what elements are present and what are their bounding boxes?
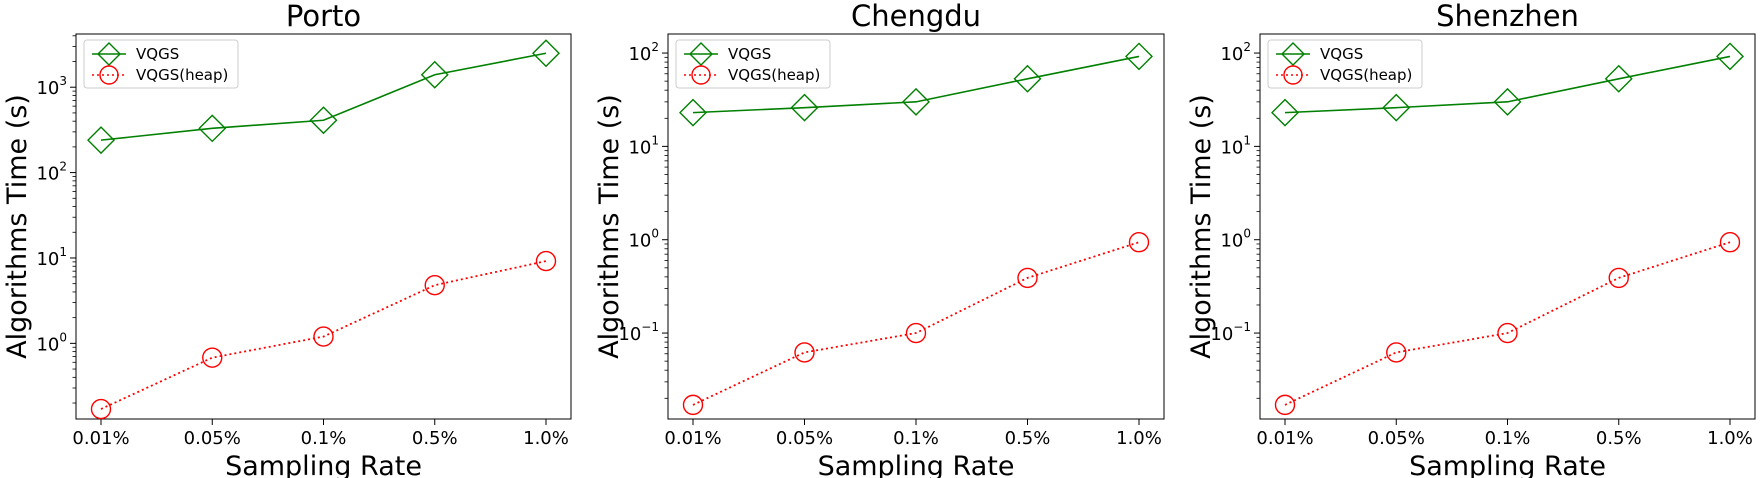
x-tick-label: 1.0% <box>1116 428 1162 449</box>
data-point-vqgs-heap <box>905 322 927 344</box>
y-tick-label: 100 <box>1220 227 1251 252</box>
series-line-vqgs <box>1284 55 1731 114</box>
x-tick-label: 0.5% <box>1005 428 1051 449</box>
chart-panel-3: Shenzhen 10−1 100 101 102 0.01% 0.05% 0.1% 0.5% 1… <box>1186 0 1756 478</box>
data-point-vqgs-heap <box>794 342 815 363</box>
data-point-vqgs-heap <box>1274 394 1296 416</box>
data-point-vqgs-heap <box>1128 232 1150 253</box>
data-point-vqgs-heap <box>1386 342 1407 363</box>
x-tick-label: 0.5% <box>1596 428 1642 449</box>
legend-entry-label: VQGS(heap) <box>136 66 228 84</box>
data-point-vqgs <box>1382 93 1411 122</box>
y-tick-label: 103 <box>36 74 67 99</box>
x-axis-label: Sampling Rate <box>818 451 1015 478</box>
x-tick-label: 0.5% <box>412 428 458 449</box>
legend-marker-circle <box>691 65 711 85</box>
data-point-vqgs <box>532 39 560 68</box>
data-point-vqgs <box>309 106 338 135</box>
data-point-vqgs-heap <box>90 398 112 420</box>
plot-area-frame <box>75 33 572 420</box>
y-axis-label: Algorithms Time (s) <box>1186 94 1217 359</box>
series-line-vqgs-heap <box>692 241 1140 406</box>
legend-marker-diamond <box>1281 42 1305 66</box>
data-point-vqgs-heap <box>313 326 334 347</box>
y-tick-label: 102 <box>628 40 659 65</box>
data-point-vqgs <box>1271 98 1299 127</box>
legend-entry-label: VQGS <box>1320 45 1363 63</box>
legend-marker-circle <box>99 65 119 85</box>
chart-title: Porto <box>286 0 361 33</box>
legend-box <box>1267 39 1423 89</box>
x-tick-label: 0.01% <box>664 428 721 449</box>
data-point-vqgs <box>198 114 227 143</box>
x-tick-label: 1.0% <box>523 428 569 449</box>
x-tick-label: 0.1% <box>1485 428 1531 449</box>
data-point-vqgs <box>420 60 449 89</box>
data-point-vqgs-heap <box>535 250 557 272</box>
x-tick-label: 0.05% <box>184 428 241 449</box>
data-point-vqgs-heap <box>202 347 223 368</box>
data-point-vqgs-heap <box>1497 322 1518 344</box>
chart-panel-1: Porto 100 101 102 103 0.01% 0.05% 0.1% 0.5% 1.0% S… <box>2 0 572 478</box>
data-point-vqgs-heap <box>424 274 445 296</box>
x-axis-label: Sampling Rate <box>1409 451 1606 478</box>
y-tick-label: 102 <box>36 160 67 185</box>
x-tick-label: 0.1% <box>301 428 347 449</box>
legend-marker-diamond <box>689 42 713 66</box>
legend-box <box>675 39 831 89</box>
x-axis-label: Sampling Rate <box>225 451 422 478</box>
series-line-vqgs <box>100 52 547 141</box>
legend-box <box>83 39 239 89</box>
data-point-vqgs <box>87 126 115 155</box>
x-tick-label: 0.1% <box>893 428 939 449</box>
plot-area-frame <box>667 33 1165 420</box>
y-tick-label: 10−1 <box>618 320 659 345</box>
series-line-vqgs <box>692 55 1140 114</box>
data-point-vqgs <box>1125 42 1153 71</box>
y-tick-label: 101 <box>628 133 659 158</box>
series-line-vqgs-heap <box>100 260 547 410</box>
y-tick-label: 101 <box>36 245 67 270</box>
x-tick-label: 0.05% <box>1368 428 1425 449</box>
data-point-vqgs <box>902 87 930 116</box>
y-tick-label: 101 <box>1220 133 1251 158</box>
legend-entry-label: VQGS(heap) <box>728 66 820 84</box>
data-point-vqgs <box>790 93 819 122</box>
legend-marker-circle <box>1283 65 1303 85</box>
data-point-vqgs <box>1604 64 1633 93</box>
plot-area-frame <box>1259 33 1756 420</box>
y-axis-label: Algorithms Time (s) <box>594 94 625 359</box>
data-point-vqgs-heap <box>1017 267 1038 289</box>
data-point-vqgs-heap <box>1719 232 1741 253</box>
x-tick-label: 0.05% <box>776 428 833 449</box>
x-tick-label: 0.01% <box>72 428 129 449</box>
y-tick-label: 100 <box>36 330 67 355</box>
legend-entry-label: VQGS(heap) <box>1320 66 1412 84</box>
legend-marker-diamond <box>97 42 121 66</box>
chart-panel-2: Chengdu 10−1 100 101 102 0.01% 0.05% 0.1% 0.5% 1.… <box>594 0 1165 478</box>
data-point-vqgs-heap <box>682 394 704 416</box>
y-tick-label: 100 <box>628 227 659 252</box>
series-line-vqgs-heap <box>1284 241 1731 406</box>
y-tick-label: 102 <box>1220 40 1251 65</box>
data-point-vqgs <box>1013 64 1042 93</box>
data-point-vqgs <box>679 98 707 127</box>
chart-title: Chengdu <box>851 0 981 33</box>
legend-entry-label: VQGS <box>136 45 179 63</box>
y-tick-label: 10−1 <box>1210 320 1251 345</box>
y-axis-label: Algorithms Time (s) <box>2 94 33 359</box>
data-point-vqgs-heap <box>1608 267 1629 289</box>
data-point-vqgs <box>1493 87 1522 116</box>
x-tick-label: 0.01% <box>1256 428 1313 449</box>
legend-entry-label: VQGS <box>728 45 771 63</box>
data-point-vqgs <box>1716 42 1744 71</box>
chart-title: Shenzhen <box>1436 0 1579 33</box>
x-tick-label: 1.0% <box>1707 428 1753 449</box>
